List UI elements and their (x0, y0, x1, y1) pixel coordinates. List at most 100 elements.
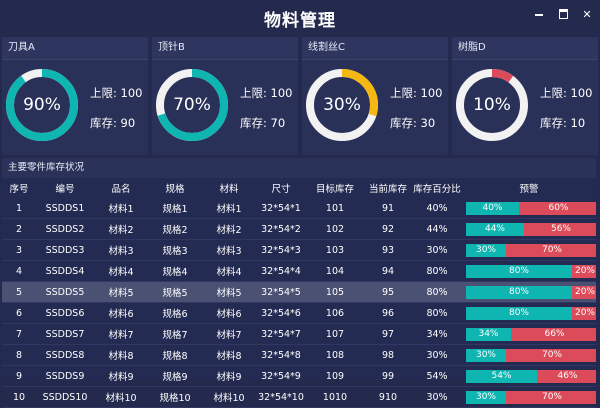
table-cell: 99 (364, 365, 412, 387)
table-cell: 材料4 (202, 260, 256, 282)
donut-chart (306, 69, 378, 141)
warning-cell: 30% 70% (462, 239, 596, 261)
donut-percent-label: 10% (473, 95, 511, 115)
column-header[interactable]: 库存百分比 (412, 178, 462, 198)
table-cell: SSDDS7 (36, 323, 94, 345)
donut-fill (156, 69, 228, 141)
table-cell: 32*54*10 (256, 386, 306, 408)
stock-ok-segment: 30% (466, 390, 506, 404)
table-cell: 108 (306, 344, 364, 366)
table-cell: SSDDS9 (36, 365, 94, 387)
table-cell: 材料3 (202, 239, 256, 261)
stock-card: 刀具A 90% 上限: 100 库存: 90 (2, 37, 148, 155)
table-row[interactable]: 8 SSDDS8 材料8 规格8 材料8 32*54*8 108 98 30% 30% 70% (2, 344, 596, 366)
warning-bar: 34% 66% (466, 327, 596, 341)
table-cell: 材料5 (94, 281, 148, 303)
warning-bar: 40% 60% (466, 201, 596, 215)
stock-ok-segment: 40% (466, 201, 519, 215)
table-header-row: 序号 编号 品名 规格 材料 尺寸 目标库存 当前库存 库存百分比 预警 (2, 178, 596, 198)
table-cell: SSDDS3 (36, 239, 94, 261)
column-header[interactable]: 序号 (2, 178, 36, 198)
table-cell: 规格8 (148, 344, 202, 366)
stock-shortage-segment: 70% (506, 243, 596, 257)
warning-cell: 44% 56% (462, 218, 596, 240)
table-cell: 98 (364, 344, 412, 366)
table-cell: 32*54*5 (256, 281, 306, 303)
table-row[interactable]: 2 SSDDS2 材料2 规格2 材料2 32*54*2 102 92 44% 44% 56% (2, 218, 596, 240)
table-row[interactable]: 5 SSDDS5 材料5 规格5 材料5 32*54*5 105 95 80% 80% 20% (2, 281, 596, 303)
table-row[interactable]: 9 SSDDS9 材料9 规格9 材料9 32*54*9 109 99 54% 54% 46% (2, 365, 596, 387)
warning-cell: 40% 60% (462, 198, 596, 219)
parts-table-panel: 主要零件库存状况 序号 编号 品名 规格 材料 尺寸 目标库存 当前库存 库存百分比 预警 1 SS… (2, 158, 596, 408)
table-cell: 94 (364, 260, 412, 282)
stock-shortage-segment: 70% (506, 348, 596, 362)
table-cell: 92 (364, 218, 412, 240)
table-cell: 材料1 (202, 198, 256, 219)
column-header[interactable]: 预警 (462, 178, 596, 198)
column-header[interactable]: 当前库存 (364, 178, 412, 198)
table-cell: 规格7 (148, 323, 202, 345)
column-header[interactable]: 品名 (94, 178, 148, 198)
table-cell: 54% (412, 365, 462, 387)
column-header[interactable]: 目标库存 (306, 178, 364, 198)
stock-shortage-segment: 20% (572, 264, 596, 278)
close-icon: ✕ (582, 7, 592, 21)
table-cell: 材料3 (94, 239, 148, 261)
maximize-button[interactable] (556, 7, 570, 21)
column-header[interactable]: 规格 (148, 178, 202, 198)
table-cell: 32*54*6 (256, 302, 306, 324)
upper-limit-label: 上限: 100 (540, 86, 593, 100)
table-cell: 80% (412, 281, 462, 303)
table-cell: 109 (306, 365, 364, 387)
table-cell: 32*54*2 (256, 218, 306, 240)
table-cell: SSDDS4 (36, 260, 94, 282)
table-cell: 32*54*8 (256, 344, 306, 366)
table-cell: 材料7 (94, 323, 148, 345)
close-button[interactable]: ✕ (580, 7, 594, 21)
table-row[interactable]: 1 SSDDS1 材料1 规格1 材料1 32*54*1 101 91 40% 40% 60% (2, 198, 596, 219)
table-cell: 32*54*1 (256, 198, 306, 219)
column-header[interactable]: 编号 (36, 178, 94, 198)
table-cell: 材料6 (202, 302, 256, 324)
table-row[interactable]: 7 SSDDS7 材料7 规格7 材料7 32*54*7 107 97 34% 34% 66% (2, 323, 596, 345)
stock-ok-segment: 80% (466, 306, 572, 320)
table-title: 主要零件库存状况 (2, 158, 596, 178)
table-cell: 材料8 (94, 344, 148, 366)
table-cell: 材料6 (94, 302, 148, 324)
table-cell: 2 (2, 218, 36, 240)
table-body: 1 SSDDS1 材料1 规格1 材料1 32*54*1 101 91 40% 40% 60% … (2, 198, 596, 408)
stock-label: 库存: 30 (390, 116, 436, 130)
donut-fill (456, 69, 528, 141)
stock-ok-segment: 30% (466, 243, 506, 257)
table-row[interactable]: 6 SSDDS6 材料6 规格6 材料6 32*54*6 106 96 80% 80% 20% (2, 302, 596, 324)
minimize-button[interactable] (532, 7, 546, 21)
donut-chart (156, 69, 228, 141)
table-row[interactable]: 3 SSDDS3 材料3 规格3 材料3 32*54*3 103 93 30% 30% 70% (2, 239, 596, 261)
table-cell: 材料2 (94, 218, 148, 240)
warning-cell: 54% 46% (462, 365, 596, 387)
stock-card: 顶针B 70% 上限: 100 库存: 70 (152, 37, 298, 155)
table-cell: 规格1 (148, 198, 202, 219)
table-cell: SSDDS2 (36, 218, 94, 240)
table-cell: 材料1 (94, 198, 148, 219)
table-cell: 32*54*4 (256, 260, 306, 282)
table-cell: 40% (412, 198, 462, 219)
column-header[interactable]: 尺寸 (256, 178, 306, 198)
minimize-icon (535, 14, 543, 16)
table-cell: 80% (412, 260, 462, 282)
stock-shortage-segment: 60% (519, 201, 596, 215)
table-cell: 5 (2, 281, 36, 303)
table-cell: 8 (2, 344, 36, 366)
table-cell: 材料7 (202, 323, 256, 345)
table-cell: 材料9 (94, 365, 148, 387)
table-row[interactable]: 4 SSDDS4 材料4 规格4 材料4 32*54*4 104 94 80% 80% 20% (2, 260, 596, 282)
warning-cell: 80% 20% (462, 302, 596, 324)
donut-percent-label: 70% (173, 95, 211, 115)
table-cell: 10 (2, 386, 36, 408)
warning-cell: 80% 20% (462, 281, 596, 303)
warning-bar: 30% 70% (466, 243, 596, 257)
column-header[interactable]: 材料 (202, 178, 256, 198)
stock-ok-segment: 80% (466, 264, 572, 278)
table-cell: 30% (412, 386, 462, 408)
